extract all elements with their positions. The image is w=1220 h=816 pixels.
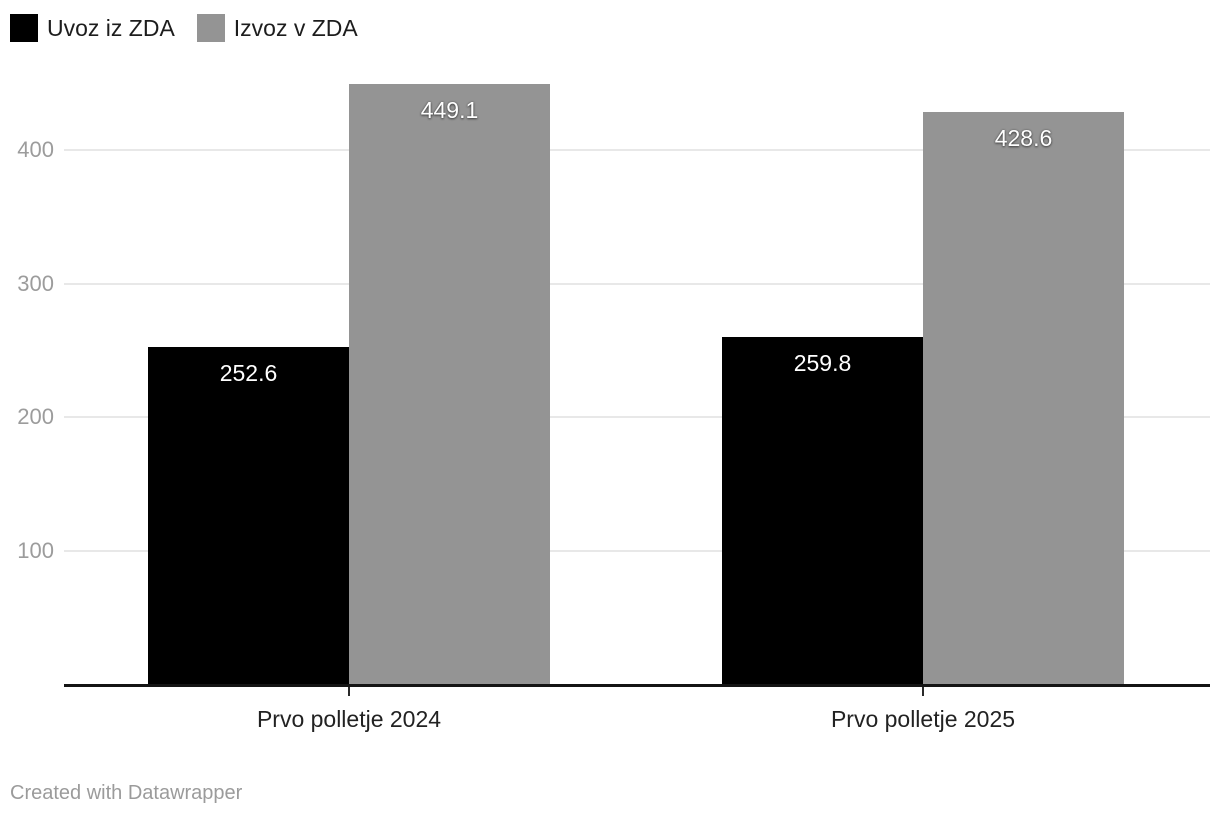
x-tick-group0 [348,687,350,696]
x-axis-label-group1: Prvo polletje 2025 [830,706,1016,732]
bar-series0-group0[interactable] [148,346,349,684]
bar-series0-group1[interactable] [722,337,923,684]
gridline-400 [64,149,1210,151]
gridline-100 [64,549,1210,552]
y-tick-label-400: 400 [17,137,54,162]
gridline-300 [64,282,1210,285]
y-tick-label-100: 100 [17,537,54,563]
x-tick-group1 [922,687,924,696]
legend-swatch-uvoz-iz-zda [10,14,38,42]
y-tick-label-300: 300 [17,270,54,296]
legend-label-izvoz-v-zda: Izvoz v ZDA [233,15,358,41]
x-axis-label-group0: Prvo polletje 2024 [256,706,442,732]
datawrapper-credit: Created with Datawrapper [10,782,243,804]
gridline-200 [64,416,1210,418]
x-axis-line [64,684,1210,687]
legend: Uvoz iz ZDA Izvoz v ZDA [10,14,358,42]
value-label-series0-group1: 259.8 [793,350,852,377]
y-tick-label-200: 200 [17,404,54,429]
legend-label-uvoz-iz-zda: Uvoz iz ZDA [47,15,175,41]
legend-item-izvoz-v-zda: Izvoz v ZDA [196,14,358,42]
bar-series1-group1[interactable] [923,111,1124,684]
legend-item-uvoz-iz-zda: Uvoz iz ZDA [10,14,175,42]
value-label-series1-group1: 428.6 [994,124,1053,151]
value-label-series0-group0: 252.6 [219,359,278,386]
legend-swatch-izvoz-v-zda [196,14,225,42]
value-label-series1-group0: 449.1 [420,97,479,124]
bar-series1-group0[interactable] [349,84,550,684]
